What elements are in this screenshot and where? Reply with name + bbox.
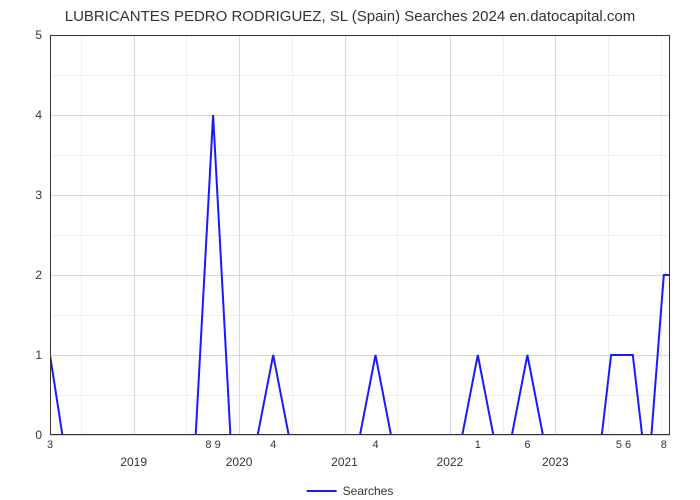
x-point-label: 5 6 [616, 439, 631, 451]
chart-title: LUBRICANTES PEDRO RODRIGUEZ, SL (Spain) … [0, 0, 700, 25]
grid-line-h [50, 435, 670, 436]
y-tick-label: 2 [35, 268, 42, 282]
x-year-label: 2023 [542, 455, 569, 469]
chart-container: LUBRICANTES PEDRO RODRIGUEZ, SL (Spain) … [0, 0, 700, 500]
x-point-label: 8 [661, 439, 667, 451]
y-tick-label: 5 [35, 28, 42, 42]
data-line [50, 35, 670, 435]
x-point-label: 4 [372, 439, 378, 451]
y-tick-label: 1 [35, 348, 42, 362]
x-point-label: 6 [524, 439, 530, 451]
legend-swatch [307, 490, 337, 492]
plot-area: 012345 20192020202120222023 38 944165 68 [50, 35, 670, 435]
x-year-label: 2021 [331, 455, 358, 469]
x-point-label: 4 [270, 439, 276, 451]
x-point-label: 3 [47, 439, 53, 451]
legend-label: Searches [343, 484, 394, 498]
x-year-label: 2019 [120, 455, 147, 469]
y-tick-label: 4 [35, 108, 42, 122]
y-tick-label: 0 [35, 428, 42, 442]
y-tick-label: 3 [35, 188, 42, 202]
x-year-label: 2022 [437, 455, 464, 469]
legend: Searches [307, 484, 394, 498]
x-point-label: 1 [475, 439, 481, 451]
x-point-label: 8 9 [205, 439, 220, 451]
x-year-label: 2020 [226, 455, 253, 469]
